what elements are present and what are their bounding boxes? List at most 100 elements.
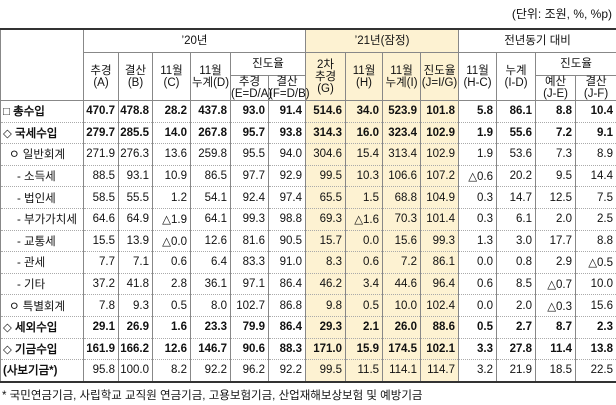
cell: 323.4 — [382, 122, 422, 145]
cell: 2.8 — [152, 273, 191, 296]
corner-cell — [0, 28, 84, 101]
cell: 0.5 — [345, 294, 384, 317]
table-row: - 법인세 58.5 55.5 1.2 54.1 92.4 97.4 65.5 1.5 68.8 1… — [0, 186, 616, 209]
cell: 313.4 — [382, 143, 422, 166]
cell: 106.6 — [382, 165, 422, 188]
cell: 99.3 — [230, 208, 269, 231]
cell: 8.0 — [190, 294, 231, 317]
cell: 102.9 — [420, 143, 460, 166]
cell: 8.8 — [575, 230, 616, 253]
cell: 9.3 — [118, 294, 153, 317]
unit: (단위: 조원, %, %p) — [511, 7, 612, 21]
table-row: ◇ 세외수입 29.1 26.9 1.6 23.3 79.9 86.4 29.3 2.1 26.0… — [0, 316, 616, 339]
cell: 8.7 — [535, 316, 577, 339]
cell: 34.0 — [345, 100, 384, 123]
row-label: - 부가가치세 — [0, 208, 84, 231]
cell: 20.2 — [496, 165, 537, 188]
cell: 15.9 — [345, 338, 384, 361]
column-header: 추경 (E=D/A) — [230, 75, 273, 101]
cell: 95.7 — [230, 122, 269, 145]
cell: 5.8 — [458, 100, 498, 123]
table: ’20년 ’21년(잠정) 전년동기 대비 추경 (A) 결산 (B) 11월 (C) 11… — [0, 28, 616, 383]
table-row: (사보기금*) 95.8 100.0 8.2 92.2 96.2 92.2 99.5 11.5 1… — [0, 359, 616, 383]
cell: 101.4 — [420, 208, 460, 231]
header-row: 추경 (A) 결산 (B) 11월 (C) 11월 누계(D) 진도율 2차 추경 (G)… — [1, 52, 616, 101]
cell: 92.4 — [230, 186, 269, 209]
cell: 13.9 — [118, 230, 153, 253]
cell: 96.2 — [230, 359, 269, 383]
cell: 55.5 — [118, 186, 153, 209]
cell: 86.8 — [267, 294, 307, 317]
cell: 26.9 — [118, 316, 153, 339]
table-row: ◇ 기금수입 161.9 166.2 12.6 146.7 90.6 88.3 171.0 15… — [0, 338, 616, 361]
row-label: ◇ 세외수입 — [0, 316, 84, 339]
group-header: ’21년(잠정) — [305, 28, 460, 53]
cell: 64.6 — [83, 208, 119, 231]
cell: 470.7 — [83, 100, 119, 123]
cell: △0.6 — [458, 165, 498, 188]
cell: 478.8 — [118, 100, 153, 123]
cell: 3.3 — [458, 338, 498, 361]
cell: 11.5 — [345, 359, 384, 383]
cell: 37.2 — [83, 273, 119, 296]
cell: 7.3 — [535, 143, 577, 166]
group-header: 전년동기 대비 — [458, 28, 616, 53]
cell: 10.0 — [382, 294, 422, 317]
column-header: 예산 (J-E) — [535, 75, 577, 101]
cell: 10.4 — [575, 100, 616, 123]
column-header: 추경 (A) — [83, 52, 119, 101]
group-header: ’20년 — [82, 28, 307, 53]
cell: 2.7 — [496, 316, 537, 339]
table-body: □ 총수입 470.7 478.8 28.2 437.8 93.0 91.4 514.6 34.… — [0, 100, 616, 383]
cell: 0.6 — [345, 251, 384, 274]
cell: 68.8 — [382, 186, 422, 209]
cell: 18.5 — [535, 359, 577, 383]
cell: 10.3 — [345, 165, 384, 188]
cell: 97.4 — [267, 186, 307, 209]
cell: 304.6 — [305, 143, 347, 166]
cell: 102.7 — [230, 294, 269, 317]
cell: 21.9 — [496, 359, 537, 383]
cell: 28.2 — [152, 100, 191, 123]
header-row: ’20년 ’21년(잠정) 전년동기 대비 — [0, 28, 616, 101]
column-header: 결산 (B) — [118, 52, 153, 101]
table-row: - 관세 7.7 7.1 0.6 6.4 83.3 91.0 8.3 0.6 7.2 86.1 0.0… — [0, 251, 616, 274]
cell: 2.9 — [535, 251, 577, 274]
cell: 29.1 — [83, 316, 119, 339]
column-header: 진도율 (J=I/G) — [420, 52, 460, 101]
cell: 0.0 — [458, 294, 498, 317]
cell: 7.1 — [118, 251, 153, 274]
table-row: - 부가가치세 64.6 64.9 △1.9 64.1 99.3 98.8 69.3 △1.6 7… — [0, 208, 616, 231]
row-label: - 관세 — [0, 251, 84, 274]
cell: 0.6 — [152, 251, 191, 274]
cell: 93.8 — [267, 122, 307, 145]
cell: 91.0 — [267, 251, 307, 274]
cell: 44.6 — [382, 273, 422, 296]
cell: 7.7 — [83, 251, 119, 274]
cell: 90.5 — [267, 230, 307, 253]
cell: 1.6 — [152, 316, 191, 339]
cell: 166.2 — [118, 338, 153, 361]
header-row: 추경 (E=D/A) 결산 (F=D/B) 예산 (J-E) 결산 (J-F) — [1, 75, 616, 101]
cell: 0.0 — [345, 230, 384, 253]
cell: 15.4 — [345, 143, 384, 166]
cell: 86.1 — [496, 100, 537, 123]
cell: 15.6 — [575, 294, 616, 317]
cell: △1.6 — [345, 208, 384, 231]
cell: 514.6 — [305, 100, 347, 123]
cell: 36.1 — [190, 273, 231, 296]
cell: 8.2 — [152, 359, 191, 383]
cell: 86.1 — [420, 251, 460, 274]
table-row: - 기타 37.2 41.8 2.8 36.1 97.1 86.4 46.2 3.4 44.6 96… — [0, 273, 616, 296]
column-header: 11월 누계(I) — [382, 52, 422, 101]
cell: 99.5 — [305, 165, 347, 188]
cell: 146.7 — [190, 338, 231, 361]
cell: 10.9 — [152, 165, 191, 188]
cell: 88.5 — [83, 165, 119, 188]
cell: 7.5 — [575, 186, 616, 209]
cell: 92.2 — [267, 359, 307, 383]
cell: △1.9 — [152, 208, 191, 231]
cell: 29.3 — [305, 316, 347, 339]
row-label: - 교통세 — [0, 230, 84, 253]
cell: △0.3 — [535, 294, 577, 317]
